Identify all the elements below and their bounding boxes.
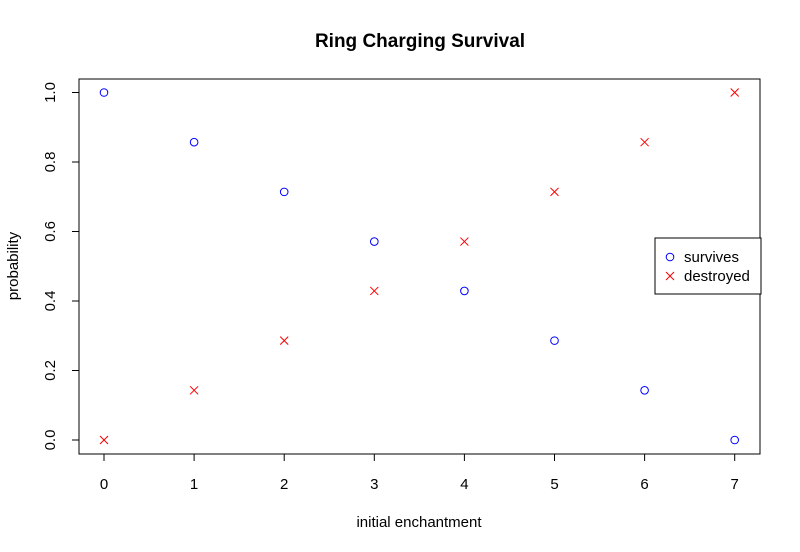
point-survives [460, 286, 469, 296]
point-destroyed [550, 187, 559, 197]
point-survives [550, 336, 559, 345]
x-axis-label: initial enchantment [356, 514, 482, 531]
chart-title: Ring Charging Survival [315, 31, 525, 52]
y-tick-label: 0.0 [42, 430, 59, 451]
legend-box [654, 237, 762, 295]
point-destroyed [460, 237, 469, 246]
y-axis: 0.0 0.2 0.4 0.6 0.8 1.0 [42, 82, 80, 451]
legend-marker-destroyed [665, 271, 675, 281]
point-survives [189, 137, 199, 147]
x-tick-label: 2 [280, 476, 288, 493]
point-destroyed [369, 286, 379, 296]
point-destroyed [279, 336, 289, 345]
legend-label-destroyed: destroyed [684, 268, 750, 285]
x-tick-label: 7 [731, 476, 739, 493]
y-tick-label: 1.0 [42, 82, 59, 103]
x-tick-label: 6 [640, 476, 648, 493]
point-survives [279, 187, 289, 197]
x-tick-label: 1 [190, 476, 198, 493]
point-survives [640, 386, 649, 395]
point-destroyed [99, 435, 109, 445]
x-tick-label: 0 [100, 476, 108, 493]
data-points [99, 88, 740, 445]
x-tick-label: 4 [460, 476, 468, 493]
x-axis: 0 1 2 3 4 5 6 7 [100, 453, 739, 493]
x-tick-label: 3 [370, 476, 378, 493]
point-destroyed [640, 137, 649, 147]
point-destroyed [189, 385, 199, 395]
x-tick-label: 5 [550, 476, 558, 493]
point-survives [99, 88, 109, 97]
point-survives [370, 237, 379, 246]
y-tick-label: 0.4 [42, 291, 59, 312]
point-destroyed [730, 88, 740, 97]
y-tick-label: 0.6 [42, 221, 59, 242]
legend: survives destroyed [654, 237, 762, 295]
point-survives [730, 435, 740, 445]
legend-label-survives: survives [684, 249, 739, 266]
y-tick-label: 0.2 [42, 360, 59, 381]
y-tick-label: 0.8 [42, 152, 59, 173]
legend-marker-survives [665, 252, 675, 262]
y-axis-label: probability [5, 231, 22, 300]
